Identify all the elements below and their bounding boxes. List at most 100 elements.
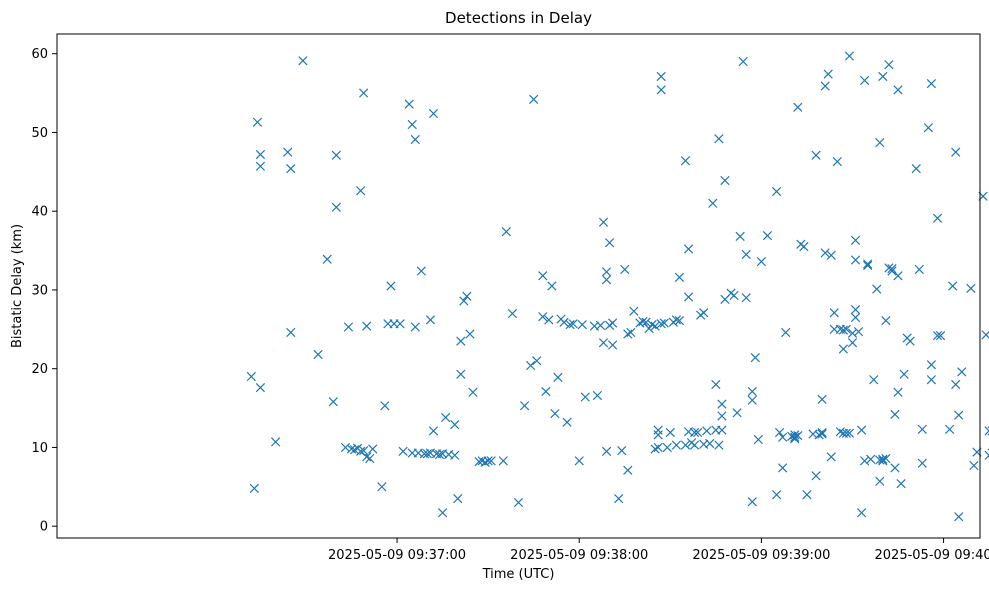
data-point — [811, 150, 821, 160]
data-point — [714, 134, 724, 144]
data-point — [656, 71, 666, 82]
data-point — [404, 99, 414, 109]
data-point — [923, 123, 934, 133]
data-point — [425, 315, 436, 325]
data-point — [954, 410, 964, 420]
data-point — [607, 340, 618, 350]
plot-frame — [56, 33, 981, 539]
data-point — [932, 330, 943, 341]
data-point — [623, 465, 633, 475]
data-point — [513, 497, 524, 508]
data-point — [859, 456, 870, 466]
data-point — [747, 386, 757, 397]
data-point — [665, 427, 675, 438]
data-point — [450, 419, 460, 430]
data-point — [674, 316, 685, 326]
data-point — [802, 490, 812, 500]
data-point — [817, 427, 827, 438]
y-tick-label: 10 — [31, 441, 48, 456]
data-point — [847, 328, 858, 338]
data-point — [951, 147, 961, 157]
data-point — [498, 456, 508, 466]
data-point — [948, 281, 958, 291]
data-point — [753, 434, 763, 445]
data-point — [246, 371, 256, 382]
data-point — [249, 483, 259, 494]
data-point — [359, 445, 369, 456]
data-point — [811, 471, 821, 481]
data-point — [693, 427, 703, 438]
data-point — [255, 161, 266, 171]
data-point — [671, 440, 682, 450]
data-point — [841, 428, 852, 438]
data-point — [747, 395, 757, 405]
data-point — [601, 267, 612, 277]
data-point — [890, 409, 900, 419]
data-point — [683, 292, 694, 302]
data-point — [650, 444, 660, 454]
data-point — [850, 235, 861, 245]
data-point — [480, 457, 490, 468]
data-point — [340, 442, 351, 453]
data-point — [863, 259, 873, 269]
data-point — [866, 454, 876, 464]
y-tick-label: 30 — [31, 283, 48, 298]
data-point — [577, 319, 587, 330]
data-point — [966, 283, 976, 293]
data-point — [714, 440, 724, 450]
data-point — [951, 379, 961, 390]
data-point — [790, 430, 800, 440]
data-point — [422, 449, 433, 459]
x-tick-label: 2025-05-09 09:38:00 — [510, 548, 648, 563]
data-point — [793, 102, 803, 112]
y-axis-label: Bistatic Delay (km) — [10, 224, 25, 348]
data-point — [562, 417, 572, 427]
data-point — [850, 312, 861, 323]
data-point — [601, 446, 612, 456]
data-point — [793, 431, 803, 441]
data-point — [653, 425, 663, 435]
data-point — [428, 108, 439, 119]
data-point — [790, 432, 800, 442]
data-point — [884, 60, 894, 70]
x-axis-label: Time (UTC) — [482, 567, 555, 582]
data-point — [313, 349, 323, 360]
data-point — [343, 322, 354, 332]
x-tick-label: 2025-05-09 09:37:00 — [328, 548, 466, 563]
data-point — [844, 51, 855, 61]
data-point — [437, 508, 448, 518]
data-point — [595, 320, 606, 330]
data-point — [328, 397, 338, 407]
data-point — [456, 369, 466, 379]
data-point — [568, 319, 578, 329]
data-point — [580, 392, 590, 402]
data-point — [286, 327, 296, 338]
data-point — [592, 390, 603, 401]
data-point — [541, 386, 551, 397]
data-point — [875, 476, 885, 486]
data-point — [984, 426, 989, 436]
data-point — [893, 271, 903, 281]
data-point — [817, 429, 827, 439]
data-point — [917, 424, 927, 434]
data-point — [416, 266, 426, 276]
data-point — [565, 319, 575, 330]
data-point — [708, 198, 718, 208]
data-point — [638, 316, 648, 327]
data-point — [887, 264, 897, 274]
data-point — [717, 411, 727, 421]
x-axis-ticks: 2025-05-09 09:37:00 2025-05-09 09:38:00 20… — [328, 538, 989, 563]
y-axis-ticks: 0 10 20 30 40 50 60 — [31, 47, 57, 535]
data-point — [656, 85, 666, 95]
data-point — [856, 425, 867, 435]
data-point — [914, 264, 924, 275]
data-point — [507, 308, 518, 319]
y-tick-label: 50 — [31, 126, 48, 141]
data-point — [559, 317, 569, 327]
data-point — [501, 227, 511, 237]
data-point — [459, 296, 469, 306]
data-point — [653, 430, 663, 440]
data-point — [544, 315, 554, 325]
y-tick-label: 40 — [31, 205, 48, 220]
data-point — [717, 399, 727, 409]
